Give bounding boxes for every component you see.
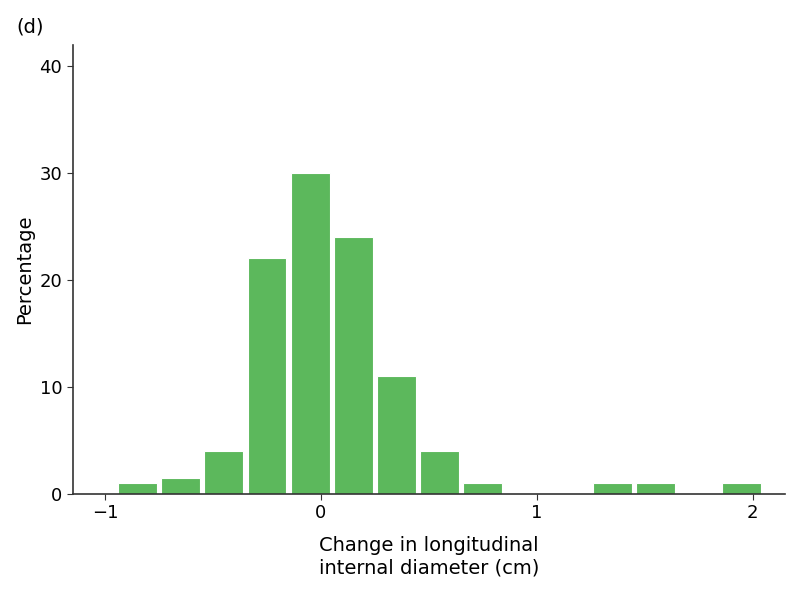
Bar bbox=[290, 173, 330, 494]
Bar bbox=[636, 483, 675, 494]
X-axis label: Change in longitudinal
internal diameter (cm): Change in longitudinal internal diameter… bbox=[318, 536, 539, 577]
Bar bbox=[593, 483, 632, 494]
Bar bbox=[722, 483, 762, 494]
Bar bbox=[162, 478, 200, 494]
Bar bbox=[118, 483, 157, 494]
Bar bbox=[463, 483, 502, 494]
Bar bbox=[420, 451, 459, 494]
Bar bbox=[377, 376, 416, 494]
Text: (d): (d) bbox=[16, 18, 43, 37]
Bar bbox=[334, 237, 373, 494]
Bar bbox=[204, 451, 243, 494]
Y-axis label: Percentage: Percentage bbox=[15, 214, 34, 324]
Bar bbox=[247, 259, 286, 494]
